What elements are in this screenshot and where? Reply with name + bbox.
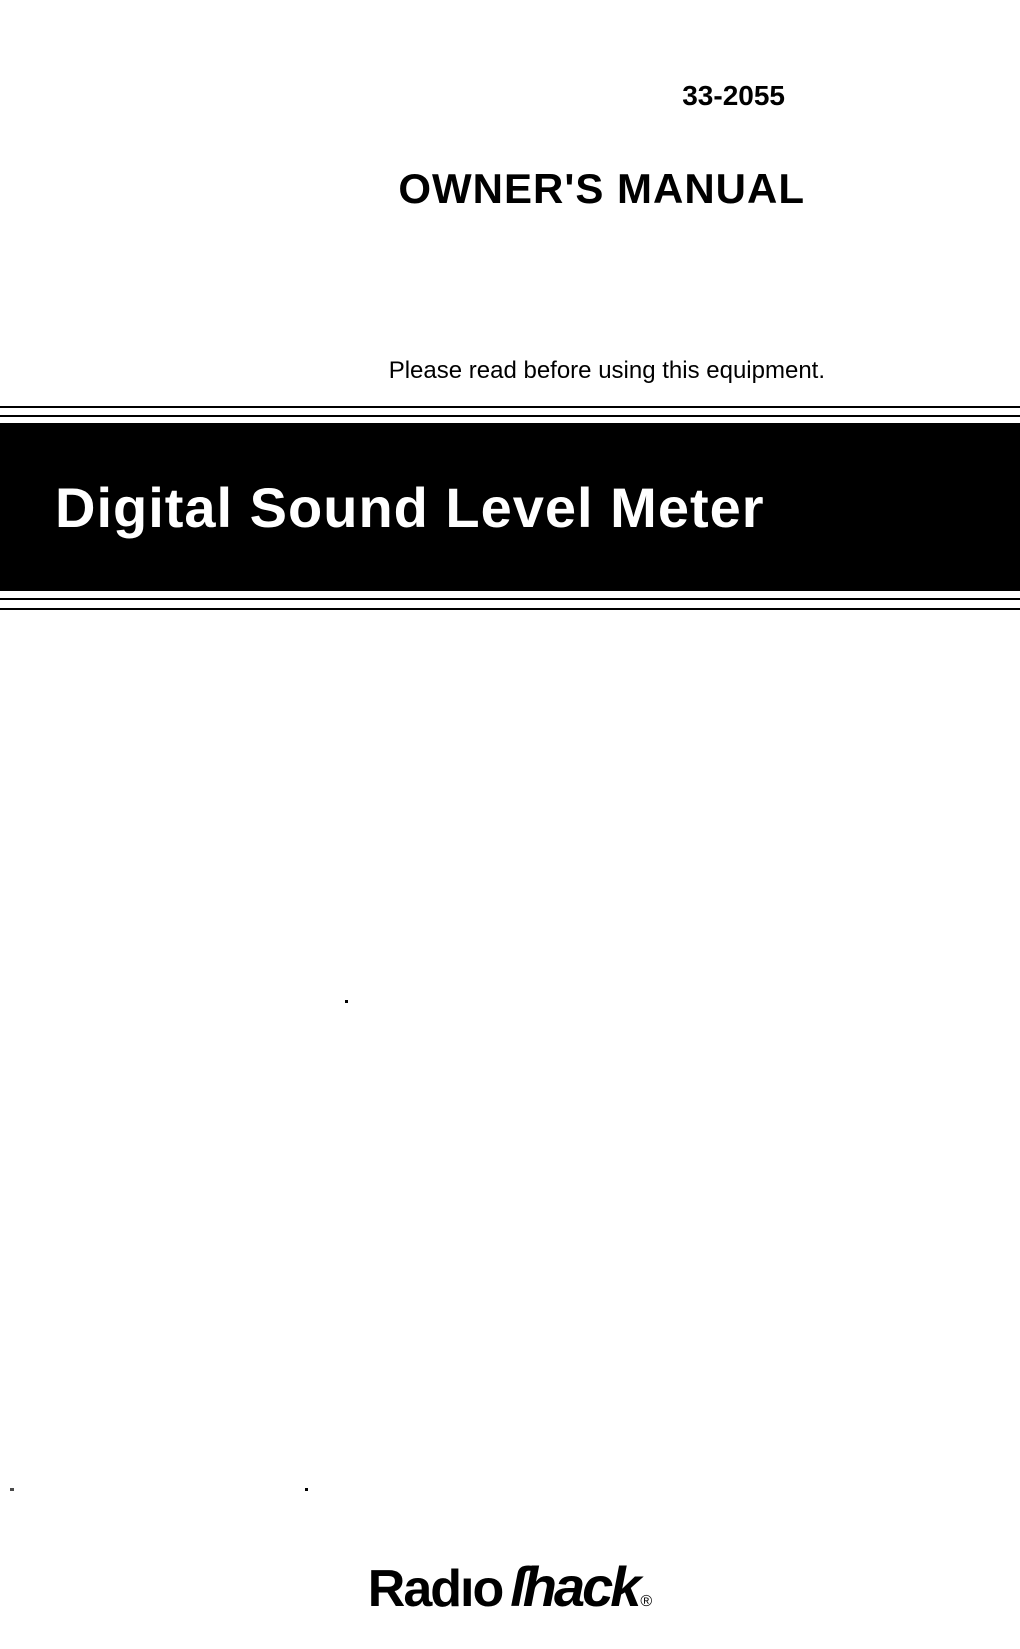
divider-top-1 (0, 406, 1020, 408)
model-number: 33-2055 (682, 80, 785, 112)
product-title-banner: Digital Sound Level Meter (0, 423, 1020, 591)
divider-bottom-1 (0, 598, 1020, 600)
registered-trademark-icon: ® (640, 1593, 652, 1611)
document-page: 33-2055 OWNER'S MANUAL Please read befor… (0, 0, 1020, 1649)
scan-artifact-dot (10, 1488, 14, 1491)
scan-artifact-dot (345, 1000, 348, 1003)
divider-bottom-2 (0, 608, 1020, 610)
scan-artifact-dot (305, 1488, 308, 1491)
instruction-text: Please read before using this equipment. (389, 357, 825, 385)
brand-logo: Radıo ſhack ® (368, 1554, 652, 1619)
logo-text-radio: Radıo (368, 1559, 502, 1619)
manual-title: OWNER'S MANUAL (398, 165, 805, 213)
divider-top-2 (0, 415, 1020, 417)
logo-text-shack: ſhack (510, 1554, 638, 1619)
product-name: Digital Sound Level Meter (55, 475, 765, 540)
